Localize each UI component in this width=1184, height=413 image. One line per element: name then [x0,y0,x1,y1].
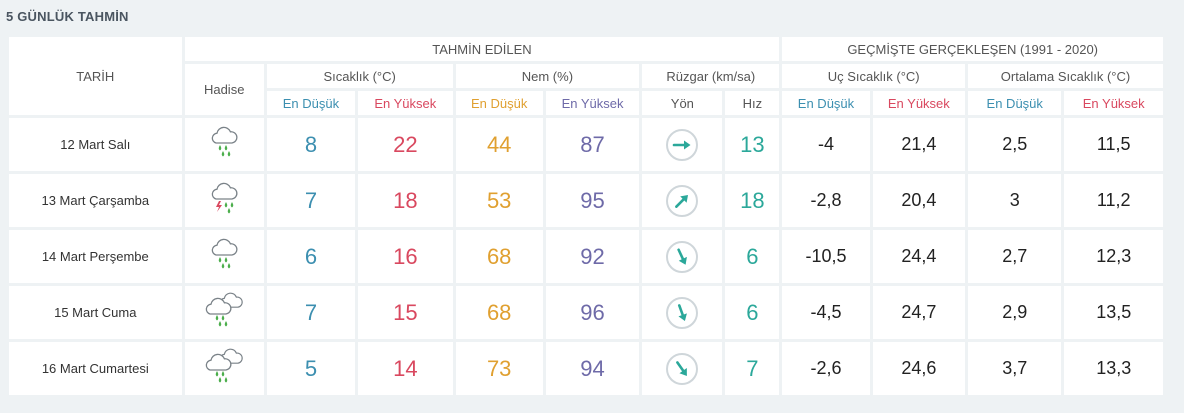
header-ruzgar: Rüzgar (km/sa) [642,64,780,88]
extreme-high-cell: 24,4 [872,230,966,283]
humidity-low-cell: 68 [455,286,543,339]
average-low-cell: 3 [968,174,1062,227]
date-cell: 15 Mart Cuma [9,286,182,339]
temp-low-cell: 5 [266,342,356,395]
humidity-low-cell: 68 [455,230,543,283]
extreme-low-cell: -2,6 [782,342,870,395]
wind-direction-arrow-icon [666,296,699,329]
header-ortalama-en-dusuk: En Düşük [968,91,1062,115]
table-row: 14 Mart Perşembe 6 16 68 92 6 -10,5 24,4 2,7 12… [9,230,1163,283]
wind-direction-cell [642,118,723,171]
table-row: 12 Mart Salı 8 22 44 87 13 -4 21,4 2,5 11,5 [9,118,1163,171]
temp-low-cell: 7 [266,286,356,339]
header-uc-en-dusuk: En Düşük [782,91,870,115]
average-low-cell: 2,7 [968,230,1062,283]
average-high-cell: 13,3 [1064,342,1163,395]
header-ortalama-en-yuksek: En Yüksek [1064,91,1163,115]
header-gecmis: GEÇMİŞTE GERÇEKLEŞEN (1991 - 2020) [782,37,1163,61]
temp-low-cell: 6 [266,230,356,283]
header-hadise: Hadise [184,64,264,115]
rain-cloud-icon [204,235,244,278]
cloudy-rain-icon [200,347,248,390]
table-row: 15 Mart Cuma 7 15 68 96 6 -4,5 24,7 2,9 13,5 [9,286,1163,339]
average-low-cell: 2,5 [968,118,1062,171]
forecast-table: TARİH TAHMİN EDİLEN GEÇMİŞTE GERÇEKLEŞEN… [6,34,1166,398]
wind-direction-cell [642,342,723,395]
header-sicaklik: Sıcaklık (°C) [266,64,453,88]
header-nem: Nem (%) [455,64,640,88]
header-nem-en-yuksek: En Yüksek [545,91,640,115]
average-low-cell: 3,7 [968,342,1062,395]
date-cell: 12 Mart Salı [9,118,182,171]
cloudy-rain-icon [200,291,248,334]
extreme-high-cell: 20,4 [872,174,966,227]
wind-direction-arrow-icon [666,240,699,273]
section-title: 5 GÜNLÜK TAHMİN [6,9,129,24]
temp-low-cell: 7 [266,174,356,227]
date-cell: 13 Mart Çarşamba [9,174,182,227]
temp-high-cell: 18 [358,174,453,227]
extreme-high-cell: 24,6 [872,342,966,395]
temp-high-cell: 22 [358,118,453,171]
header-tarih: TARİH [9,37,182,115]
humidity-high-cell: 92 [545,230,640,283]
wind-speed-cell: 6 [725,286,780,339]
header-uc-en-yuksek: En Yüksek [872,91,966,115]
extreme-low-cell: -4 [782,118,870,171]
weather-cell [184,286,264,339]
average-low-cell: 2,9 [968,286,1062,339]
header-hiz: Hız [725,91,780,115]
extreme-low-cell: -4,5 [782,286,870,339]
wind-speed-cell: 18 [725,174,780,227]
wind-direction-arrow-icon [666,184,699,217]
wind-speed-cell: 6 [725,230,780,283]
date-cell: 16 Mart Cumartesi [9,342,182,395]
table-row: 16 Mart Cumartesi 5 14 73 94 7 -2,6 24,6 3,7 13… [9,342,1163,395]
extreme-low-cell: -2,8 [782,174,870,227]
header-sicaklik-en-dusuk: En Düşük [266,91,356,115]
temp-high-cell: 16 [358,230,453,283]
header-ortalama-sicaklik: Ortalama Sıcaklık (°C) [968,64,1163,88]
weather-cell [184,174,264,227]
temp-low-cell: 8 [266,118,356,171]
temp-high-cell: 15 [358,286,453,339]
humidity-high-cell: 95 [545,174,640,227]
weather-cell [184,342,264,395]
date-cell: 14 Mart Perşembe [9,230,182,283]
humidity-low-cell: 73 [455,342,543,395]
wind-direction-arrow-icon [666,352,699,385]
header-nem-en-dusuk: En Düşük [455,91,543,115]
average-high-cell: 11,5 [1064,118,1163,171]
header-uc-sicaklik: Uç Sıcaklık (°C) [782,64,966,88]
extreme-high-cell: 24,7 [872,286,966,339]
header-sicaklik-en-yuksek: En Yüksek [358,91,453,115]
extreme-low-cell: -10,5 [782,230,870,283]
average-high-cell: 13,5 [1064,286,1163,339]
header-yon: Yön [642,91,723,115]
wind-direction-cell [642,286,723,339]
wind-direction-cell [642,230,723,283]
extreme-high-cell: 21,4 [872,118,966,171]
wind-speed-cell: 7 [725,342,780,395]
humidity-low-cell: 53 [455,174,543,227]
weather-cell [184,230,264,283]
temp-high-cell: 14 [358,342,453,395]
rain-cloud-icon [204,123,244,166]
humidity-high-cell: 87 [545,118,640,171]
wind-speed-cell: 13 [725,118,780,171]
humidity-high-cell: 94 [545,342,640,395]
thunderstorm-cloud-icon [204,179,244,222]
wind-direction-arrow-icon [666,128,699,161]
wind-direction-cell [642,174,723,227]
weather-cell [184,118,264,171]
header-tahmin: TAHMİN EDİLEN [184,37,780,61]
table-row: 13 Mart Çarşamba 7 18 53 95 18 -2,8 20,4 3 11,2 [9,174,1163,227]
average-high-cell: 11,2 [1064,174,1163,227]
average-high-cell: 12,3 [1064,230,1163,283]
humidity-high-cell: 96 [545,286,640,339]
humidity-low-cell: 44 [455,118,543,171]
